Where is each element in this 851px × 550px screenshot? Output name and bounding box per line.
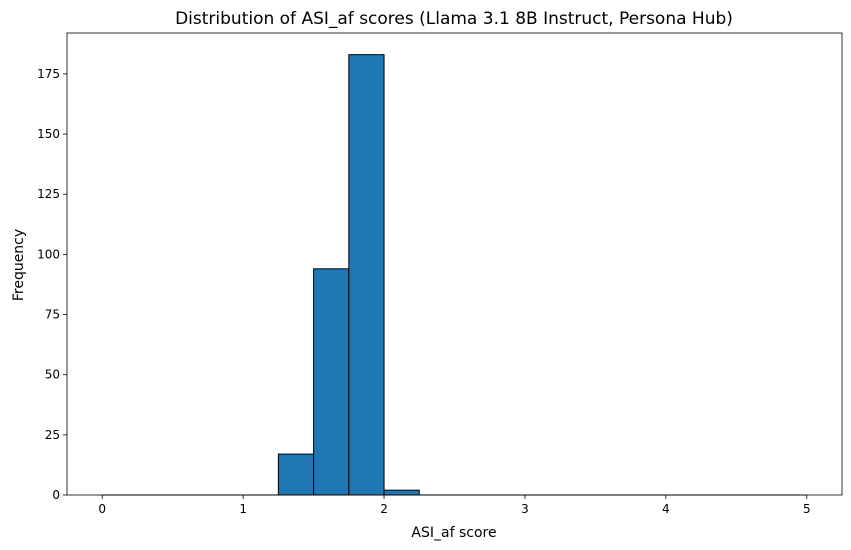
x-tick-label: 5 — [803, 502, 811, 516]
y-axis: 0 25 50 75 100 125 150 175 — [37, 67, 67, 502]
y-tick-label: 75 — [45, 308, 60, 322]
x-tick-label: 4 — [662, 502, 670, 516]
y-tick-label: 25 — [45, 428, 60, 442]
x-axis-label: ASI_af score — [411, 525, 496, 541]
x-tick-label: 1 — [239, 502, 247, 516]
plot-frame — [66, 32, 843, 496]
histogram-bar — [383, 489, 420, 496]
y-tick-label: 50 — [45, 368, 60, 382]
x-tick-label: 0 — [98, 502, 106, 516]
histogram-bar — [277, 453, 315, 496]
y-tick-label: 100 — [37, 247, 60, 261]
histogram-bar — [313, 268, 350, 496]
bars-group — [102, 54, 807, 496]
y-axis-label: Frequency — [11, 229, 27, 301]
histogram-bar — [348, 54, 385, 496]
y-tick-label: 150 — [37, 127, 60, 141]
chart-title: Distribution of ASI_af scores (Llama 3.1… — [175, 9, 733, 29]
y-tick-label: 125 — [37, 187, 60, 201]
x-axis: 0 1 2 3 4 5 — [98, 495, 811, 516]
y-tick-label: 175 — [37, 67, 60, 81]
x-tick-label: 3 — [521, 502, 529, 516]
y-tick-label: 0 — [52, 488, 60, 502]
x-tick-label: 2 — [380, 502, 388, 516]
